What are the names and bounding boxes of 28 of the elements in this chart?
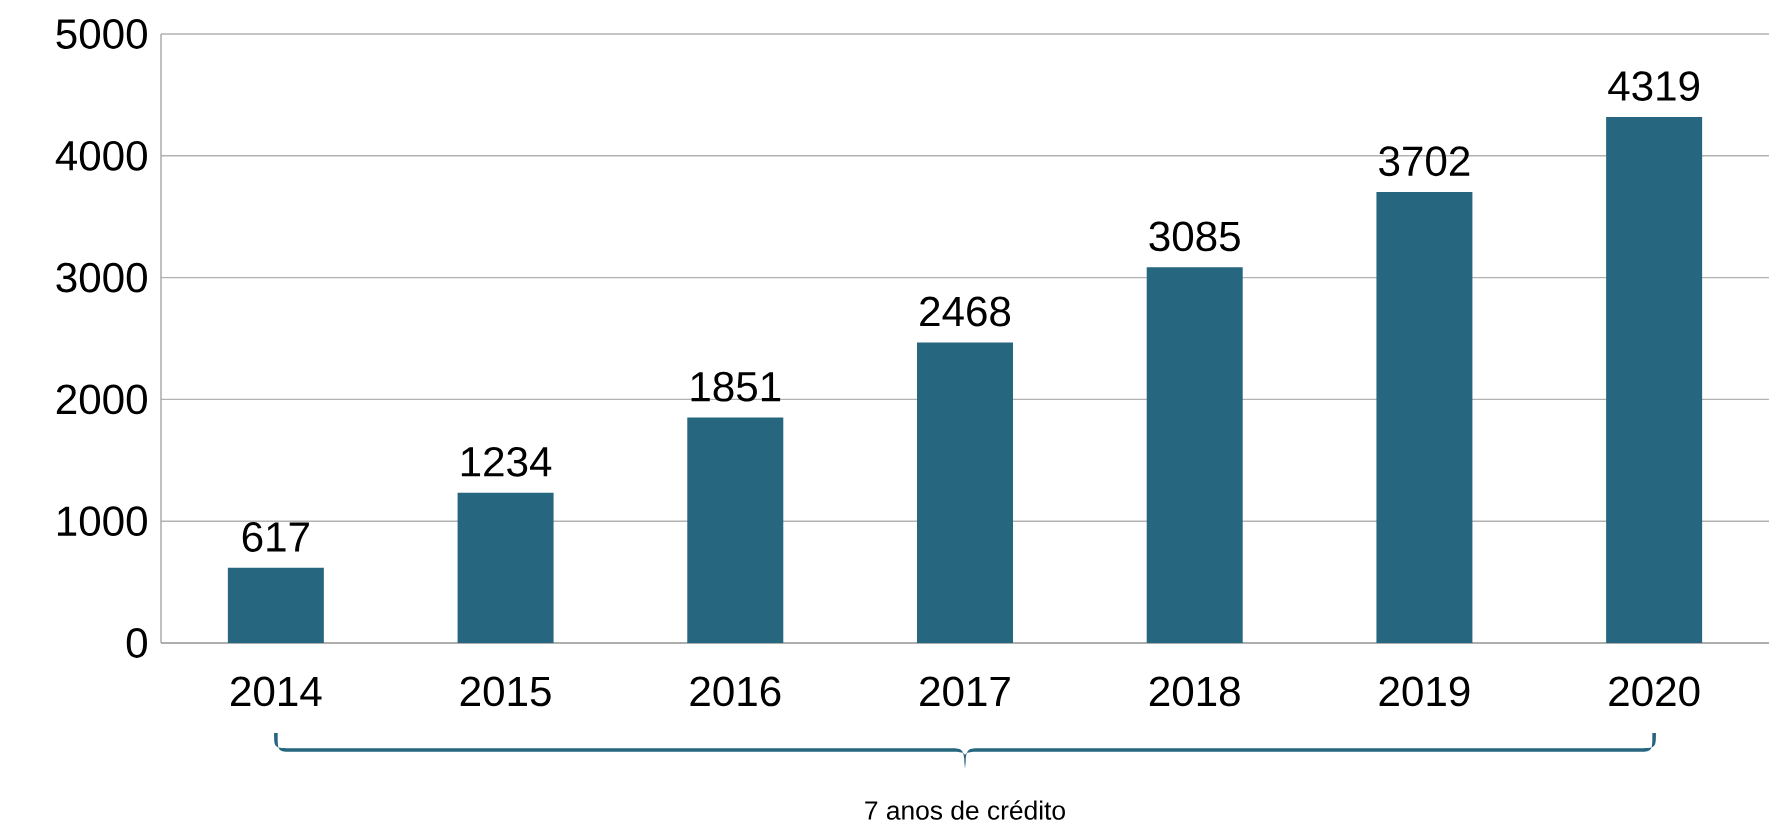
y-tick-label: 0 bbox=[126, 628, 147, 658]
x-tick-label: 2017 bbox=[920, 676, 1010, 707]
data-label: 4319 bbox=[1608, 71, 1700, 101]
x-tick-label: 2019 bbox=[1379, 676, 1470, 707]
data-label: 617 bbox=[242, 522, 309, 552]
data-label: 1234 bbox=[461, 446, 552, 477]
y-tick-label: 4000 bbox=[55, 140, 147, 171]
data-label: 1851 bbox=[691, 371, 781, 402]
bar bbox=[687, 417, 784, 643]
data-label: 2468 bbox=[920, 296, 1011, 327]
x-tick-label: 2014 bbox=[231, 676, 322, 707]
x-tick-label: 2018 bbox=[1149, 676, 1240, 707]
bar bbox=[1146, 267, 1243, 643]
bar bbox=[227, 567, 324, 643]
x-tick-label: 2016 bbox=[690, 676, 781, 707]
bar bbox=[1376, 192, 1473, 643]
bar bbox=[457, 492, 554, 643]
y-tick-label: 3000 bbox=[56, 262, 147, 293]
y-tick-label: 1000 bbox=[57, 506, 147, 537]
y-tick-label: 2000 bbox=[56, 384, 147, 415]
text: 7 anos de crédito bbox=[865, 800, 1065, 820]
bar bbox=[917, 342, 1014, 643]
x-tick-label: 2020 bbox=[1609, 676, 1700, 707]
bar bbox=[1606, 116, 1703, 643]
y-tick-label: 5000 bbox=[56, 19, 147, 49]
x-tick-label: 2015 bbox=[460, 676, 551, 707]
data-label: 3085 bbox=[1149, 221, 1240, 252]
data-label: 3702 bbox=[1379, 146, 1470, 177]
